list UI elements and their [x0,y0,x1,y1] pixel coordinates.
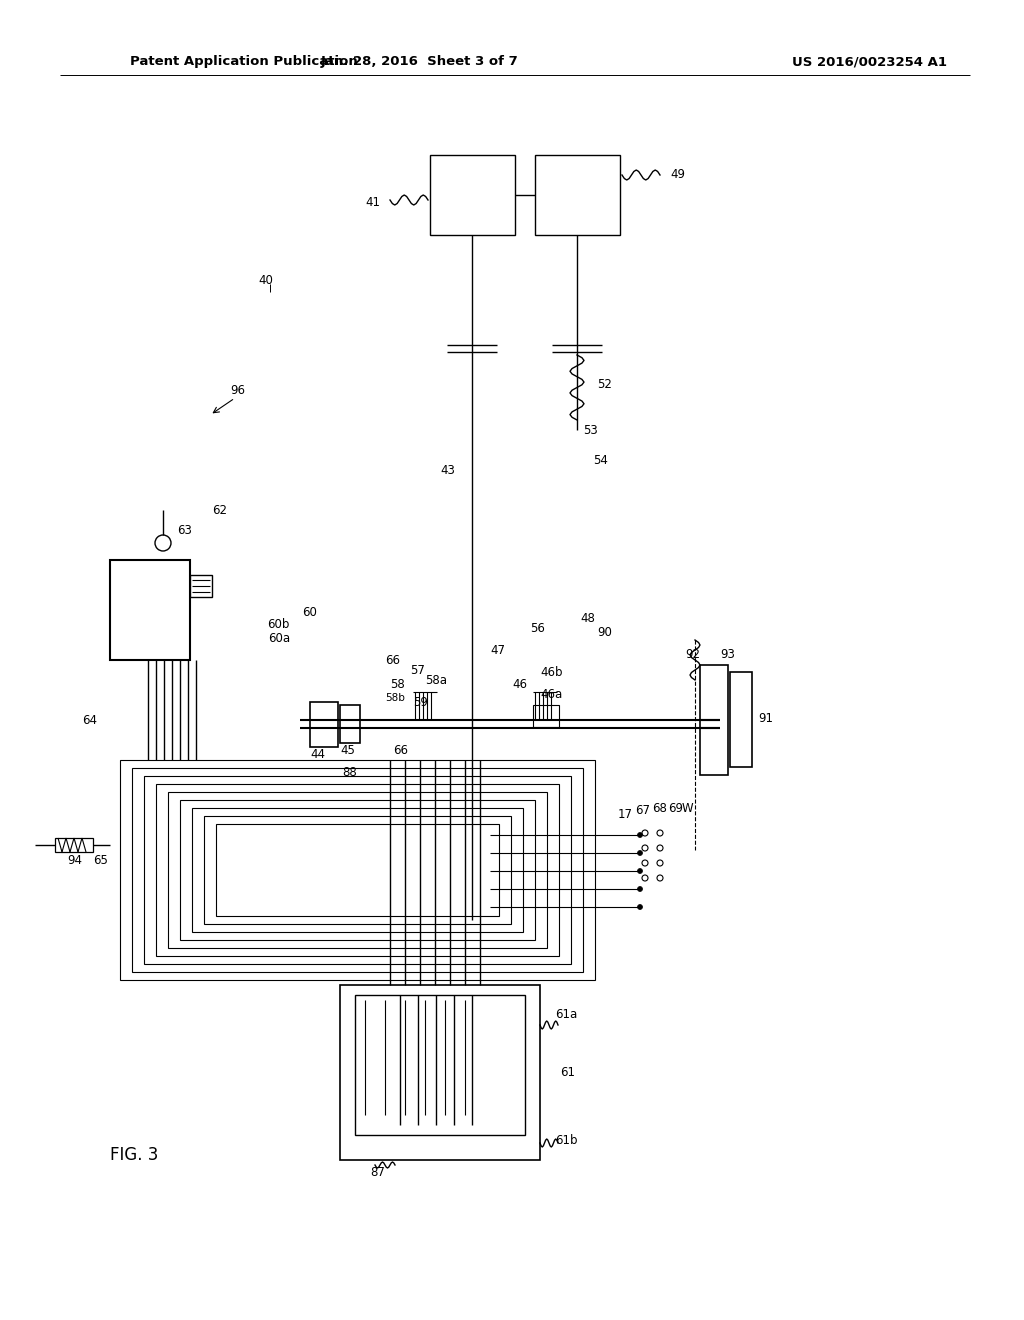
Text: 60a: 60a [268,631,290,644]
Circle shape [638,887,642,891]
Text: 87: 87 [370,1166,385,1179]
Text: 17: 17 [618,808,633,821]
Text: 64: 64 [82,714,97,726]
Text: 49: 49 [670,169,685,181]
Text: 66: 66 [393,743,408,756]
Bar [730,672,752,767]
Text: 43: 43 [440,463,455,477]
Text: 48: 48 [580,611,595,624]
Circle shape [638,869,642,874]
Bar [132,768,583,972]
Text: US 2016/0023254 A1: US 2016/0023254 A1 [793,55,947,69]
Text: FIG. 3: FIG. 3 [110,1146,159,1164]
Text: 58a: 58a [425,673,447,686]
Text: 53: 53 [583,424,598,437]
Text: 44: 44 [310,748,325,762]
Bar [534,705,559,727]
Bar [180,800,535,940]
Bar [310,702,338,747]
Bar [216,824,499,916]
Text: 88: 88 [343,766,357,779]
Text: 61b: 61b [555,1134,578,1147]
Text: 58: 58 [390,678,406,692]
Text: 60b: 60b [267,619,290,631]
Text: W: W [682,801,693,814]
Text: 62: 62 [212,503,227,516]
Text: 61: 61 [560,1067,575,1080]
Bar [193,808,523,932]
Text: 56: 56 [530,622,545,635]
Text: 94: 94 [68,854,83,866]
Bar [535,154,620,235]
Text: 67: 67 [635,804,650,817]
Bar [430,154,515,235]
Text: 40: 40 [258,273,272,286]
Text: 68: 68 [652,801,667,814]
Text: 46: 46 [512,678,527,692]
Text: 47: 47 [490,644,505,656]
Text: 92: 92 [685,648,700,661]
Text: 45: 45 [340,743,355,756]
Text: 69: 69 [668,801,683,814]
Text: 91: 91 [758,711,773,725]
Bar [120,760,595,979]
Text: 46a: 46a [540,689,562,701]
Text: 58b: 58b [385,693,406,704]
Text: 63: 63 [177,524,191,536]
Bar [204,816,511,924]
Text: 65: 65 [93,854,108,866]
Bar [355,995,525,1135]
Text: 57: 57 [411,664,425,676]
Bar [156,784,559,956]
Text: 41: 41 [365,195,380,209]
Bar [190,576,212,597]
Text: 54: 54 [593,454,608,466]
Circle shape [638,904,642,909]
Text: 52: 52 [597,379,612,392]
Bar [168,792,547,948]
Circle shape [638,833,642,837]
Bar [55,838,93,851]
Text: 93: 93 [720,648,735,661]
Bar [340,705,360,743]
Text: 46b: 46b [540,665,562,678]
Bar [700,665,728,775]
Text: 96: 96 [230,384,245,396]
Text: 59: 59 [413,696,428,709]
Text: 60: 60 [302,606,316,619]
Circle shape [638,850,642,855]
Text: 66: 66 [385,653,400,667]
Bar [110,560,190,660]
Bar [340,985,540,1160]
Text: Jan. 28, 2016  Sheet 3 of 7: Jan. 28, 2016 Sheet 3 of 7 [322,55,519,69]
Text: 90: 90 [597,626,612,639]
Text: Patent Application Publication: Patent Application Publication [130,55,357,69]
Bar [144,776,571,964]
Text: 61a: 61a [555,1008,578,1022]
